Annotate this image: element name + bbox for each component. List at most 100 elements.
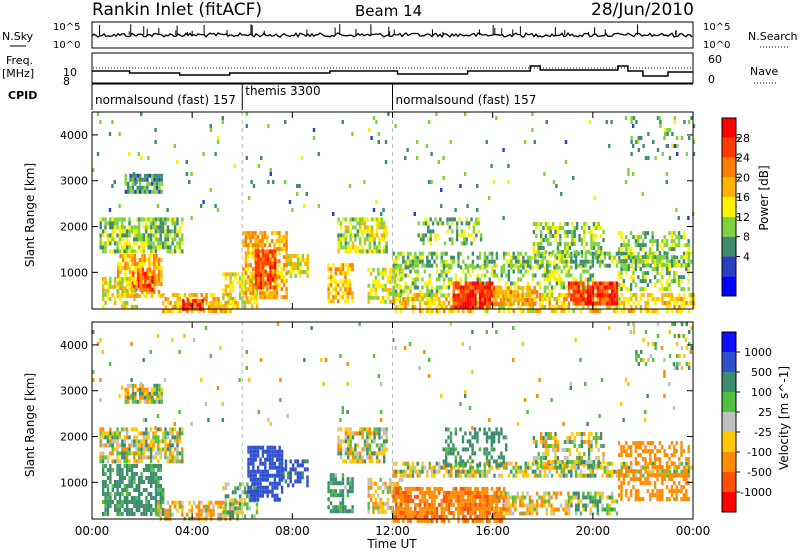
cpid-segment-label: normalsound (fast) 157: [95, 93, 236, 107]
heatmap-cell: [176, 233, 179, 238]
heatmap-cell: [164, 443, 167, 448]
heatmap-cell: [351, 241, 355, 246]
heatmap-cell: [668, 128, 672, 132]
heatmap-cell: [138, 496, 141, 500]
heatmap-cell: [251, 235, 255, 240]
heatmap-cell: [625, 473, 628, 478]
heatmap-cell: [634, 255, 638, 260]
heatmap-cell: [125, 427, 129, 432]
heatmap-cell: [397, 251, 400, 256]
heatmap-cell: [541, 263, 544, 268]
heatmap-cell: [162, 301, 165, 305]
heatmap-cell: [114, 492, 117, 496]
heatmap-cell: [535, 234, 538, 238]
heatmap-cell: [137, 217, 141, 222]
heatmap-cell: [146, 177, 149, 182]
heatmap-cell: [219, 309, 223, 313]
heatmap-cell: [401, 267, 404, 272]
heatmap-cell: [116, 249, 119, 254]
heatmap-cell: [262, 261, 265, 266]
heatmap-cell: [421, 506, 424, 511]
heatmap-cell: [421, 494, 424, 499]
heatmap-cell: [157, 443, 160, 448]
heatmap-cell: [668, 275, 671, 280]
heatmap-cell: [173, 427, 177, 432]
heatmap-cell: [154, 492, 158, 496]
heatmap-cell: [455, 229, 459, 234]
heatmap-cell: [264, 449, 267, 454]
heatmap-cell: [622, 263, 626, 268]
heatmap-cell: [117, 282, 120, 286]
heatmap-cell: [166, 447, 170, 452]
heatmap-cell: [142, 245, 146, 250]
heatmap-cell: [126, 254, 129, 258]
heatmap-cell: [157, 451, 160, 456]
heatmap-cell: [294, 266, 297, 270]
heatmap-cell: [455, 281, 458, 286]
heatmap-cell: [385, 439, 388, 444]
heatmap-cell: [690, 465, 693, 470]
heatmap-cell: [406, 301, 410, 305]
heatmap-cell: [406, 265, 410, 270]
heatmap-cell: [642, 259, 645, 264]
heatmap-cell: [373, 435, 376, 440]
heatmap-cell: [266, 277, 270, 282]
heatmap-cell: [478, 265, 482, 270]
heatmap-cell: [303, 204, 306, 208]
heatmap-cell: [397, 486, 400, 491]
heatmap-cell: [577, 297, 580, 302]
heatmap-cell: [200, 204, 203, 208]
heatmap-cell: [673, 239, 676, 244]
heatmap-cell: [591, 289, 595, 294]
heatmap-cell: [154, 229, 158, 234]
heatmap-cell: [634, 243, 638, 248]
heatmap-cell: [332, 509, 335, 514]
heatmap-cell: [430, 251, 434, 256]
heatmap-cell: [682, 305, 686, 309]
heatmap-cell: [514, 473, 518, 478]
heatmap-cell: [261, 485, 265, 490]
heatmap-cell: [106, 488, 110, 492]
heatmap-cell: [668, 247, 671, 252]
heatmap-cell: [306, 270, 309, 274]
heatmap-cell: [227, 304, 230, 309]
heatmap-cell: [475, 221, 478, 226]
heatmap-cell: [687, 255, 691, 260]
heatmap-cell: [438, 301, 441, 305]
heatmap-cell: [118, 229, 122, 234]
heatmap-cell: [575, 222, 579, 226]
heatmap-cell: [551, 234, 555, 238]
heatmap-cell: [247, 457, 250, 462]
heatmap-cell: [668, 156, 672, 160]
heatmap-cell: [171, 217, 174, 222]
heatmap-cell: [157, 492, 160, 496]
heatmap-cell: [615, 281, 619, 286]
heatmap-cell: [531, 302, 534, 307]
heatmap-cell: [183, 293, 187, 297]
heatmap-cell: [334, 295, 337, 300]
heatmap-cell: [244, 251, 248, 256]
heatmap-cell: [553, 259, 556, 264]
heatmap-cell: [584, 255, 587, 260]
heatmap-cell: [190, 172, 193, 176]
heatmap-cell: [548, 263, 551, 268]
heatmap-cell: [534, 469, 537, 474]
heatmap-cell: [435, 112, 438, 116]
heatmap-cell: [377, 485, 380, 490]
heatmap-cell: [292, 266, 295, 270]
heatmap-cell: [117, 262, 120, 266]
heatmap-cell: [433, 473, 436, 478]
heatmap-cell: [154, 140, 157, 144]
heatmap-cell: [572, 301, 575, 306]
heatmap-cell: [123, 508, 126, 512]
heatmap-cell: [505, 259, 508, 264]
heatmap-cell: [298, 184, 301, 188]
heatmap-cell: [381, 275, 385, 280]
heatmap-cell: [104, 280, 107, 285]
heatmap-cell: [126, 496, 129, 500]
heatmap-cell: [159, 225, 162, 230]
heatmap-cell: [173, 245, 177, 250]
heatmap-cell: [416, 502, 419, 507]
heatmap-cell: [327, 299, 330, 304]
heatmap-cell: [195, 512, 198, 517]
